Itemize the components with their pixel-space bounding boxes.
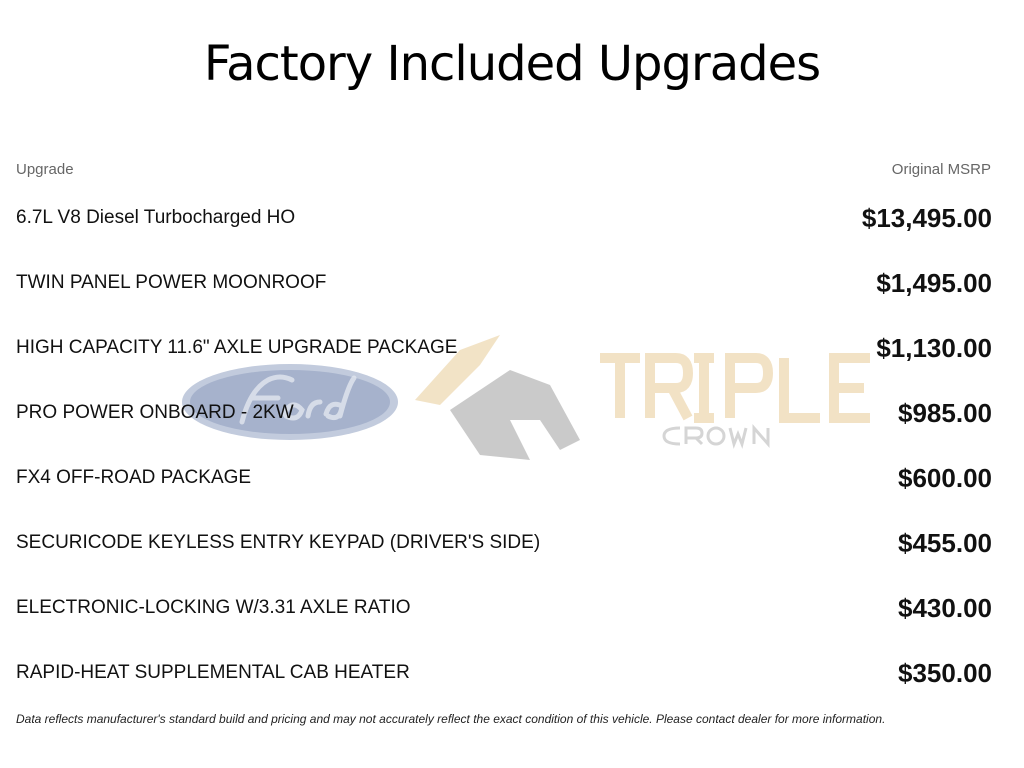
upgrade-price: $600.00 <box>898 462 992 493</box>
disclaimer: Data reflects manufacturer's standard bu… <box>16 712 886 726</box>
upgrade-price: $430.00 <box>898 592 992 623</box>
column-header-msrp: Original MSRP <box>891 161 991 178</box>
upgrade-name: PRO POWER ONBOARD - 2KW <box>16 402 294 423</box>
page-title: Factory Included Upgrades <box>203 36 821 92</box>
upgrade-price: $13,495.00 <box>861 202 992 233</box>
upgrade-row: PRO POWER ONBOARD - 2KW $985.00 <box>16 393 992 433</box>
dealer-sub-logo <box>662 424 770 449</box>
upgrade-row: RAPID-HEAT SUPPLEMENTAL CAB HEATER $350.0… <box>16 653 992 693</box>
column-header-upgrade: Upgrade <box>16 161 74 178</box>
upgrade-name: ELECTRONIC-LOCKING W/3.31 AXLE RATIO <box>16 597 411 618</box>
dealer-name-logo <box>600 353 870 423</box>
upgrade-name: TWIN PANEL POWER MOONROOF <box>16 272 327 293</box>
dealer-logo-watermark <box>182 335 870 460</box>
upgrade-row: FX4 OFF-ROAD PACKAGE $600.00 <box>16 458 992 498</box>
upgrade-name: SECURICODE KEYLESS ENTRY KEYPAD (DRIVER'… <box>16 532 541 553</box>
ford-oval-logo <box>182 364 398 440</box>
upgrade-name: FX4 OFF-ROAD PACKAGE <box>16 467 252 488</box>
upgrade-row: 6.7L V8 Diesel Turbocharged HO $13,495.00 <box>16 198 992 238</box>
upgrade-row: HIGH CAPACITY 11.6" AXLE UPGRADE PACKAGE… <box>16 328 992 368</box>
upgrade-name: RAPID-HEAT SUPPLEMENTAL CAB HEATER <box>16 662 410 683</box>
upgrade-name: 6.7L V8 Diesel Turbocharged HO <box>16 207 296 228</box>
upgrade-price: $1,495.00 <box>876 267 992 298</box>
upgrade-row: SECURICODE KEYLESS ENTRY KEYPAD (DRIVER'… <box>16 523 992 563</box>
upgrade-name: HIGH CAPACITY 11.6" AXLE UPGRADE PACKAGE <box>16 337 458 358</box>
horse-head-icon <box>415 335 580 460</box>
upgrade-price: $455.00 <box>898 527 992 558</box>
upgrade-price: $985.00 <box>898 397 992 428</box>
upgrade-row: TWIN PANEL POWER MOONROOF $1,495.00 <box>16 263 992 303</box>
upgrade-price: $350.00 <box>898 657 992 688</box>
upgrade-price: $1,130.00 <box>876 332 992 363</box>
upgrade-row: ELECTRONIC-LOCKING W/3.31 AXLE RATIO $430… <box>16 588 992 628</box>
